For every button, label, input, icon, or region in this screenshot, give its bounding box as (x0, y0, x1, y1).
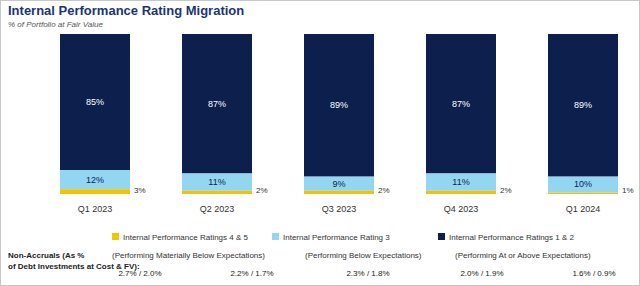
data-label: 9% (332, 179, 345, 189)
non-accruals-value: 2.3% / 1.8% (346, 269, 389, 278)
legend: Internal Performance Ratings 4 & 5 (Perfo… (112, 233, 591, 260)
data-label: 2% (256, 186, 268, 195)
legend-swatch (438, 233, 445, 240)
legend-label: Internal Performance Rating 3 (283, 233, 390, 242)
data-label: 89% (330, 100, 348, 110)
legend-label: Internal Performance Ratings 1 & 2 (449, 233, 575, 242)
frame (1, 1, 640, 286)
x-tick-label: Q3 2023 (322, 204, 357, 214)
non-accruals-value: 2.0% / 1.9% (460, 269, 503, 278)
data-label: 10% (574, 179, 592, 189)
chart: Internal Performance Rating Migration % o… (0, 0, 640, 286)
data-label: 87% (208, 99, 226, 109)
bar-segment (548, 176, 618, 192)
data-label: 2% (500, 186, 512, 195)
legend-description: (Performing At or Above Expectations) (455, 251, 591, 260)
bar-segment (548, 192, 618, 194)
data-label: 89% (574, 100, 592, 110)
data-label: 2% (378, 186, 390, 195)
bar-segment (426, 173, 496, 191)
non-accruals-value: 1.6% / 0.9% (572, 269, 615, 278)
non-accruals-value: 2.2% / 1.7% (230, 269, 273, 278)
data-label: 11% (452, 177, 469, 187)
legend-description: (Performing Materially Below Expectation… (112, 251, 265, 260)
bar-segment (304, 34, 374, 176)
bar-segment (182, 34, 252, 173)
bar-segment (304, 176, 374, 190)
x-tick-label: Q1 2023 (78, 204, 113, 214)
legend-description: (Performing Below Expectations) (305, 251, 422, 260)
data-label: 87% (452, 99, 470, 109)
legend-swatch (112, 233, 119, 240)
bar-segment (60, 34, 130, 170)
x-tick-label: Q2 2023 (200, 204, 235, 214)
data-label: 11% (208, 177, 225, 187)
legend-swatch (272, 233, 279, 240)
non-accruals-value: 2.7% / 2.0% (118, 269, 161, 278)
title: Internal Performance Rating Migration (8, 3, 244, 18)
non-accruals-label: Non-Accruals (As % (8, 251, 84, 260)
data-label: 3% (134, 186, 146, 195)
bar-segment (60, 170, 130, 189)
bars (60, 34, 618, 194)
bar-segment (304, 191, 374, 194)
legend-label: Internal Performance Ratings 4 & 5 (123, 233, 249, 242)
data-label: 1% (622, 186, 634, 195)
bar-segment (182, 173, 252, 191)
bar-segment (182, 191, 252, 194)
data-label: 12% (86, 175, 104, 185)
bar-segment (60, 189, 130, 194)
bar-segment (548, 34, 618, 176)
bar-segment (426, 191, 496, 194)
data-labels: 3% 12% 85% 2% 11% 87% 2% 9% 89% 2% 11% 87% 1% 10% 89% (86, 97, 634, 195)
x-tick-label: Q4 2023 (444, 204, 479, 214)
bar-segment (426, 34, 496, 173)
data-label: 85% (86, 97, 104, 107)
subtitle: % of Portfolio at Fair Value (8, 20, 103, 29)
x-tick-label: Q1 2024 (566, 204, 601, 214)
